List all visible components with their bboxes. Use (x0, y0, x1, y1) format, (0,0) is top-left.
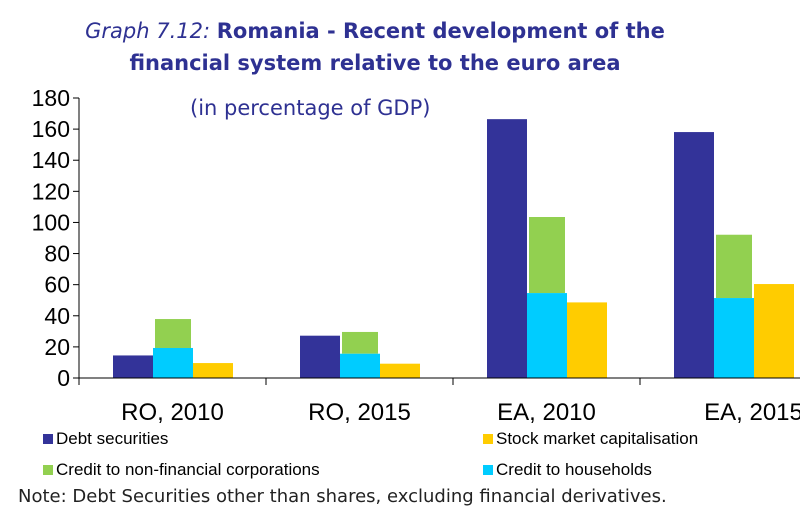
x-tick-label: RO, 2010 (121, 399, 224, 426)
bar-stock-market (567, 302, 607, 378)
chart-subtitle: (in percentage of GDP) (190, 96, 431, 120)
y-tick-label: 100 (32, 209, 70, 235)
bar-debt-securities (487, 119, 527, 379)
chart-note: Note: Debt Securities other than shares,… (18, 486, 667, 507)
title-text-2: financial system relative to the euro ar… (129, 51, 621, 75)
bar-credit-nfc (716, 234, 752, 299)
legend-swatch (483, 434, 493, 444)
y-tick-label: 160 (32, 116, 70, 142)
y-tick-label: 80 (44, 241, 70, 267)
bar-debt-securities (674, 132, 714, 378)
y-tick-label: 0 (57, 365, 70, 391)
legend-item-credit-households: Credit to households (483, 460, 652, 480)
bar-credit-households (153, 347, 193, 378)
bar-credit-nfc (342, 331, 378, 354)
title-text-1: Romania - Recent development of the (216, 19, 665, 43)
legend-label: Credit to non-financial corporations (56, 460, 320, 479)
legend-label: Stock market capitalisation (496, 429, 699, 448)
legend-swatch (43, 434, 53, 444)
bar-credit-nfc (529, 217, 565, 294)
legend-label: Credit to households (496, 460, 652, 479)
legend-item-stock-market: Stock market capitalisation (483, 429, 698, 449)
x-tick-label: RO, 2015 (308, 399, 411, 426)
bar-debt-securities (300, 335, 340, 378)
bar-credit-households (714, 298, 754, 378)
bar-debt-securities (113, 355, 153, 378)
y-tick-label: 20 (44, 334, 70, 360)
y-tick-label: 140 (32, 147, 70, 173)
bar-chart: 0 20 40 60 80 100 120 140 160 180 RO, 2010 RO, 2015… (32, 85, 800, 426)
y-tick-label: 60 (44, 272, 70, 298)
legend-item-debt-securities: Debt securities (43, 429, 168, 449)
y-tick-label: 120 (32, 178, 70, 204)
chart-title-line-2: financial system relative to the euro ar… (0, 50, 750, 76)
bar-stock-market (380, 363, 420, 378)
y-tick-label: 40 (44, 303, 70, 329)
legend-swatch (43, 465, 53, 475)
bar-stock-market (754, 284, 794, 378)
graph-number: Graph 7.12: (85, 19, 211, 43)
x-tick-label: EA, 2010 (497, 399, 596, 426)
legend-label: Debt securities (56, 429, 169, 448)
y-tick-label: 180 (32, 85, 70, 111)
bar-credit-households (340, 353, 380, 378)
bar-stock-market (193, 363, 233, 378)
x-tick-label: EA, 2015 (704, 399, 800, 426)
legend-item-credit-nfc: Credit to non-financial corporations (43, 460, 320, 480)
chart-title-line-1: Graph 7.12: Romania - Recent development… (0, 18, 750, 44)
bar-credit-households (527, 293, 567, 378)
legend-swatch (483, 465, 493, 475)
bar-credit-nfc (155, 319, 191, 348)
